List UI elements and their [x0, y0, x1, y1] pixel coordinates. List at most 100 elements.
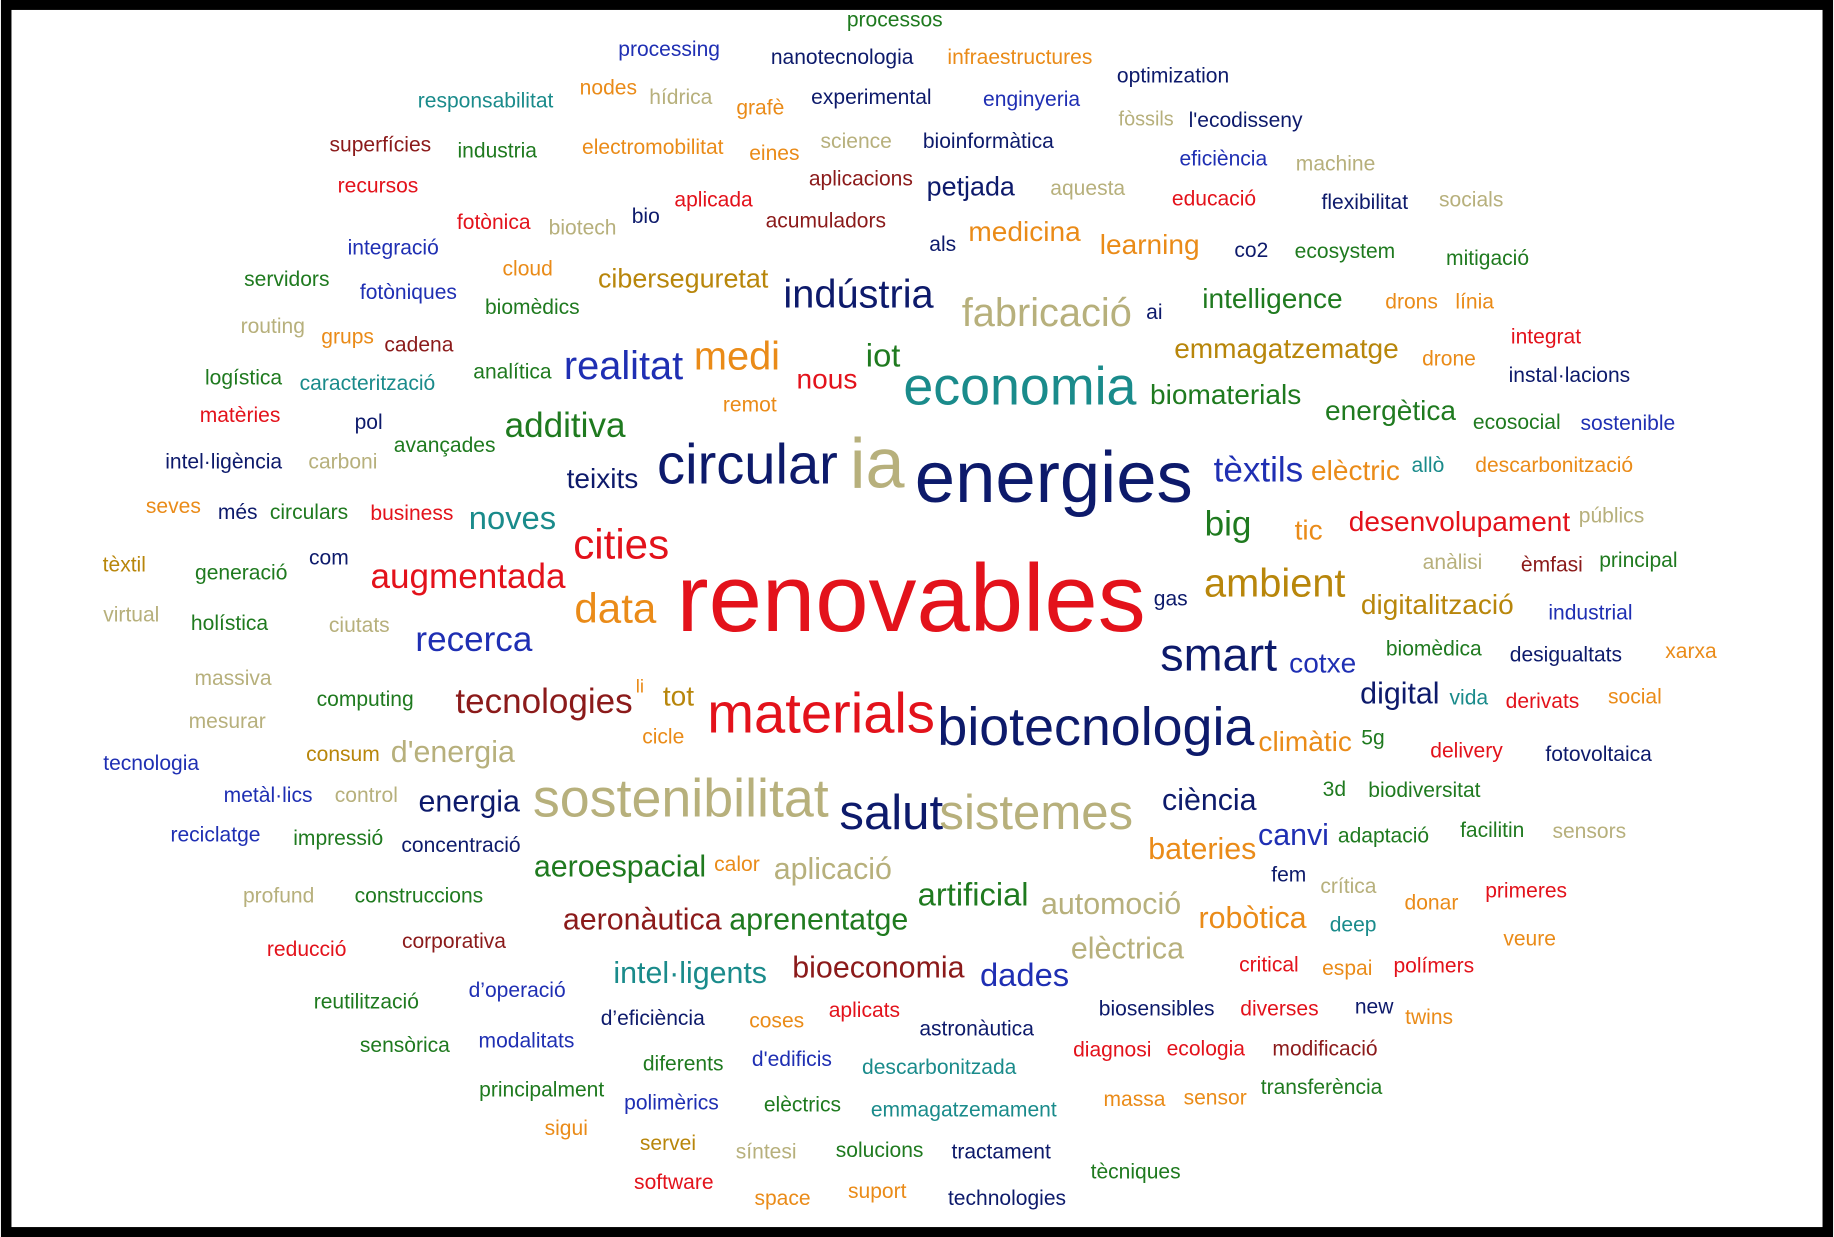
word: smart: [1160, 629, 1277, 681]
word: grups: [321, 325, 374, 348]
word: aeroespacial: [534, 850, 706, 884]
words: processos processing nanotecnologia infraes…: [103, 9, 1717, 1211]
word: transferència: [1261, 1076, 1383, 1099]
word: descarbonitzada: [862, 1056, 1017, 1079]
word: fotònica: [457, 211, 531, 234]
word: teixits: [567, 463, 639, 494]
word: mitigació: [1446, 247, 1529, 270]
word: elèctric: [1311, 455, 1400, 486]
word: aplicats: [829, 999, 900, 1022]
word: d’operació: [469, 979, 566, 1002]
word: logística: [205, 366, 282, 389]
word: públics: [1579, 504, 1644, 527]
word: fòssils: [1119, 109, 1174, 131]
word: seves: [146, 495, 201, 518]
word: cotxe: [1289, 648, 1356, 679]
word: energies: [915, 437, 1193, 518]
word: reducció: [267, 938, 347, 961]
word: new: [1355, 995, 1394, 1018]
word: bio: [632, 205, 660, 228]
word: d'edificis: [752, 1048, 832, 1071]
word: línia: [1455, 290, 1494, 313]
word: principal: [1599, 549, 1677, 572]
word: software: [634, 1171, 713, 1194]
word: vida: [1450, 687, 1489, 710]
word: ciberseguretat: [598, 264, 769, 294]
word: petjada: [927, 171, 1015, 201]
word: li: [636, 675, 644, 696]
word: digitalització: [1361, 589, 1514, 620]
word: principalment: [479, 1078, 604, 1101]
word: servei: [640, 1132, 696, 1155]
word: intelligence: [1202, 283, 1342, 314]
word: educació: [1172, 187, 1256, 210]
word: tèxtils: [1214, 451, 1304, 490]
word: intel·ligents: [613, 956, 767, 990]
word: biomaterials: [1150, 379, 1301, 410]
word: sistemes: [939, 786, 1133, 840]
word: caracterització: [300, 372, 436, 395]
word: drons: [1385, 290, 1438, 313]
word: 5g: [1361, 726, 1384, 749]
word: donar: [1405, 891, 1459, 914]
word: xarxa: [1665, 640, 1717, 663]
word: holística: [191, 612, 268, 635]
word: d’eficiència: [601, 1007, 705, 1030]
word: ai: [1146, 301, 1162, 324]
word: sostenible: [1581, 412, 1676, 435]
word: experimental: [811, 86, 931, 109]
word: processos: [847, 9, 943, 32]
word: als: [929, 233, 956, 256]
word: sensor: [1184, 1087, 1247, 1110]
word: modificació: [1272, 1037, 1377, 1060]
word: co2: [1234, 239, 1268, 262]
word: tractament: [952, 1140, 1052, 1163]
word: socials: [1439, 189, 1503, 212]
word: fabricació: [962, 291, 1132, 335]
word: cloud: [503, 258, 553, 281]
word: drone: [1422, 348, 1476, 371]
word: automoció: [1041, 887, 1181, 921]
word: cicle: [642, 725, 684, 748]
word: metàl·lics: [224, 784, 313, 807]
word: síntesi: [736, 1140, 797, 1163]
word: recerca: [415, 620, 532, 659]
word: energia: [419, 784, 520, 818]
word: deep: [1330, 914, 1377, 937]
word: adaptació: [1338, 825, 1429, 848]
word: aplicada: [674, 189, 753, 212]
word: enginyeria: [983, 88, 1080, 111]
word: eines: [749, 142, 799, 165]
word: hídrica: [649, 86, 712, 109]
word: ciutats: [329, 614, 390, 637]
word: elèctrica: [1071, 932, 1184, 966]
word: recursos: [338, 175, 419, 198]
word: espai: [1322, 957, 1372, 980]
word: tècniques: [1091, 1160, 1181, 1183]
word: intel·ligència: [165, 451, 282, 474]
word: dades: [980, 956, 1069, 993]
word: nodes: [580, 76, 637, 99]
word: additiva: [505, 406, 626, 445]
word: critical: [1239, 953, 1299, 976]
word: diferents: [643, 1053, 724, 1076]
word: nanotecnologia: [771, 46, 914, 69]
word: ecosystem: [1295, 240, 1396, 263]
word: consum: [306, 743, 380, 766]
word: integració: [348, 237, 439, 260]
word: coses: [749, 1009, 804, 1032]
word: learning: [1100, 229, 1200, 260]
word: materials: [707, 682, 935, 745]
word: impressió: [293, 827, 383, 850]
word: profund: [243, 884, 314, 907]
word: sostenibilitat: [533, 768, 829, 828]
word: sensòrica: [360, 1034, 450, 1057]
word: biotech: [549, 217, 617, 240]
word: massa: [1103, 1088, 1165, 1111]
word: aeronàutica: [563, 902, 722, 936]
word: aplicació: [774, 852, 892, 886]
word: emmagatzematge: [1174, 333, 1399, 364]
word: solucions: [836, 1139, 924, 1162]
